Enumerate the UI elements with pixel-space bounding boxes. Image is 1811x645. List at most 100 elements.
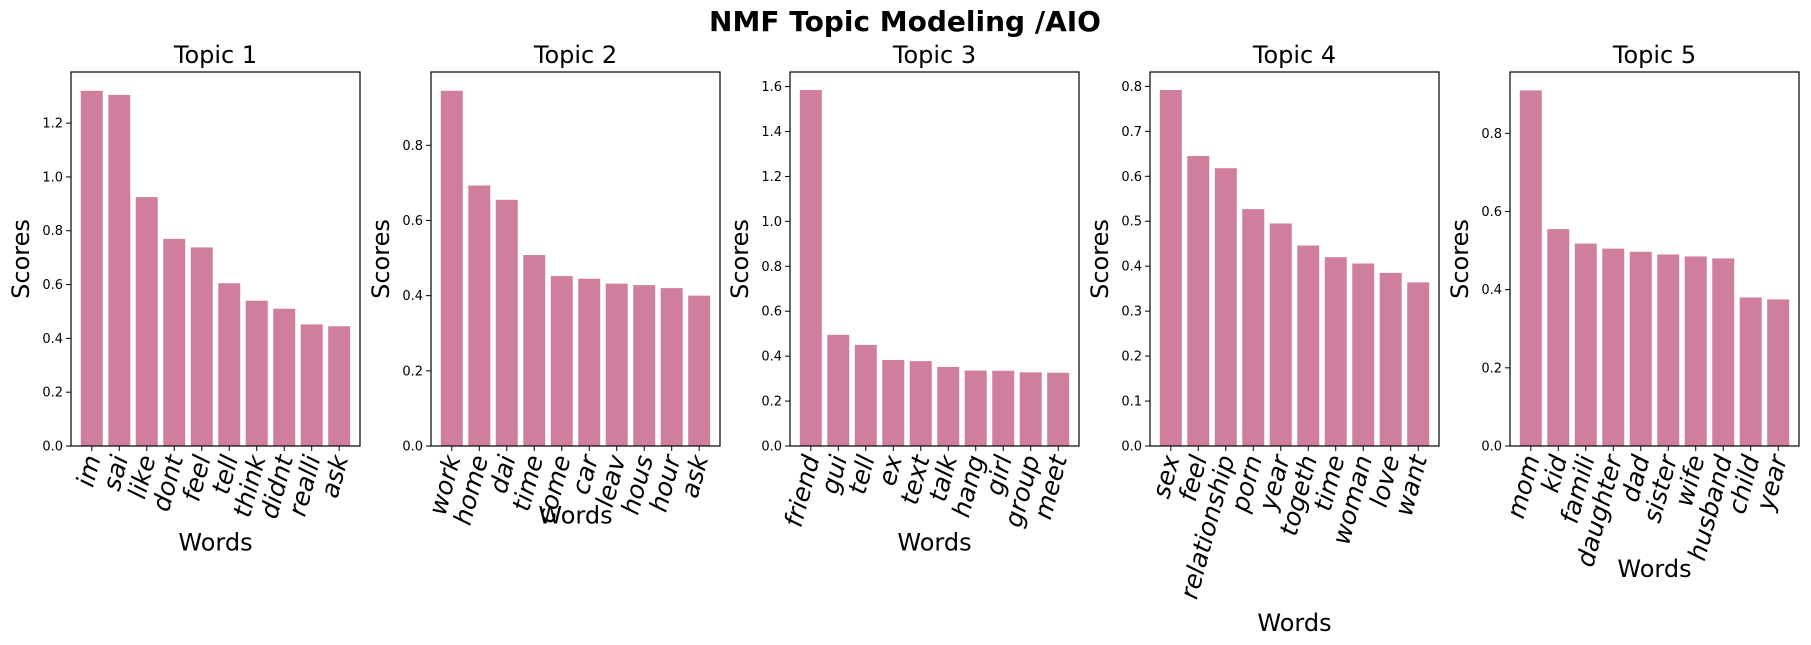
bar — [1019, 372, 1042, 446]
y-tick-label: 1.0 — [761, 215, 782, 230]
y-tick-label: 0.4 — [1121, 260, 1142, 275]
y-tick-label: 0.4 — [761, 350, 782, 365]
bar — [163, 238, 186, 446]
y-tick-label: 0.8 — [1481, 127, 1502, 142]
bar — [799, 89, 822, 446]
chart-panel-4: Topic 40.00.10.20.30.40.50.60.70.8sexfee… — [1086, 41, 1440, 637]
x-axis-label: Words — [178, 528, 252, 556]
y-tick-label: 0.8 — [761, 260, 782, 275]
y-tick-label: 0.2 — [42, 386, 63, 401]
y-tick-label: 0.8 — [402, 139, 423, 154]
y-tick-label: 0.2 — [1121, 350, 1142, 365]
y-tick-label: 0.7 — [1121, 125, 1142, 140]
bar — [1352, 263, 1375, 446]
bar — [1379, 272, 1402, 446]
bar — [633, 285, 656, 446]
bar — [964, 370, 987, 446]
bar — [1324, 257, 1347, 446]
y-tick-label: 0.0 — [402, 440, 423, 455]
y-tick-label: 1.6 — [761, 80, 782, 95]
y-axis-label: Scores — [7, 219, 35, 299]
bar — [80, 90, 103, 446]
bar — [218, 283, 241, 446]
y-tick-label: 0.6 — [402, 214, 423, 229]
y-tick-label: 1.2 — [42, 117, 63, 132]
bar — [854, 344, 877, 446]
bar — [440, 90, 463, 446]
bar — [1657, 254, 1680, 446]
bar — [1629, 251, 1652, 446]
bar — [1159, 89, 1182, 446]
bar — [688, 295, 711, 446]
bar — [1297, 245, 1320, 446]
y-tick-label: 0.0 — [1121, 440, 1142, 455]
bar — [300, 324, 323, 446]
x-axis-label: Words — [1257, 609, 1331, 637]
y-tick-label: 0.3 — [1121, 305, 1142, 320]
y-tick-label: 0.0 — [761, 440, 782, 455]
plot-frame — [789, 71, 1080, 447]
y-tick-label: 0.6 — [1481, 205, 1502, 220]
y-axis-label: Scores — [367, 219, 395, 299]
bar — [1519, 90, 1542, 447]
y-tick-label: 0.6 — [42, 278, 63, 293]
plot-frame — [70, 71, 361, 447]
bar — [328, 326, 351, 446]
bar — [1242, 209, 1265, 446]
chart-panel-2: Topic 20.00.20.40.60.8workhomedaitimecom… — [367, 41, 721, 530]
y-tick-label: 0.4 — [1481, 283, 1502, 298]
bar — [578, 278, 601, 446]
bar — [245, 300, 268, 446]
y-tick-label: 0.4 — [402, 289, 423, 304]
bar — [1767, 299, 1790, 446]
bar — [882, 359, 905, 446]
bar — [937, 366, 960, 446]
y-tick-label: 0.2 — [402, 364, 423, 379]
bar — [495, 199, 518, 446]
y-tick-label: 0.5 — [1121, 215, 1142, 230]
y-tick-label: 1.2 — [761, 170, 782, 185]
chart-title: Topic 2 — [533, 41, 617, 69]
y-tick-label: 0.1 — [1121, 395, 1142, 410]
bar — [1214, 168, 1237, 446]
chart-title: Topic 5 — [1612, 41, 1696, 69]
bar — [468, 185, 491, 447]
bar — [827, 334, 850, 446]
y-tick-label: 0.8 — [42, 224, 63, 239]
bar — [1547, 229, 1570, 446]
y-axis-label: Scores — [1446, 219, 1474, 299]
x-axis-label: Words — [538, 502, 612, 530]
bar — [909, 361, 932, 446]
y-tick-label: 1.4 — [761, 125, 782, 140]
figure-title: NMF Topic Modeling /AIO — [709, 5, 1101, 38]
bar — [660, 288, 683, 446]
bar — [1407, 282, 1430, 446]
y-tick-label: 0.8 — [1121, 80, 1142, 95]
bar — [135, 197, 158, 446]
y-tick-label: 0.2 — [761, 395, 782, 410]
x-axis-label: Words — [897, 528, 971, 556]
y-tick-label: 0.6 — [1121, 170, 1142, 185]
bar — [1602, 248, 1625, 446]
plot-frame — [430, 71, 721, 447]
bar — [1684, 256, 1707, 446]
chart-panel-1: Topic 10.00.20.40.60.81.01.2imsailikedon… — [7, 41, 361, 556]
y-tick-label: 0.2 — [1481, 361, 1502, 376]
bar — [992, 370, 1015, 446]
chart-panel-5: Topic 50.00.20.40.60.8momkidfamilidaught… — [1446, 41, 1800, 583]
y-tick-label: 0.0 — [42, 440, 63, 455]
plot-frame — [1509, 71, 1800, 447]
bar — [605, 283, 628, 446]
y-tick-label: 1.0 — [42, 170, 63, 185]
y-tick-label: 0.4 — [42, 332, 63, 347]
chart-title: Topic 1 — [173, 41, 257, 69]
chart-title: Topic 3 — [892, 41, 976, 69]
bar — [108, 94, 131, 446]
bar — [550, 276, 573, 446]
bar — [190, 247, 213, 446]
y-axis-label: Scores — [726, 219, 754, 299]
bar — [1047, 372, 1070, 446]
bar — [1187, 156, 1210, 446]
bar — [1712, 258, 1735, 446]
